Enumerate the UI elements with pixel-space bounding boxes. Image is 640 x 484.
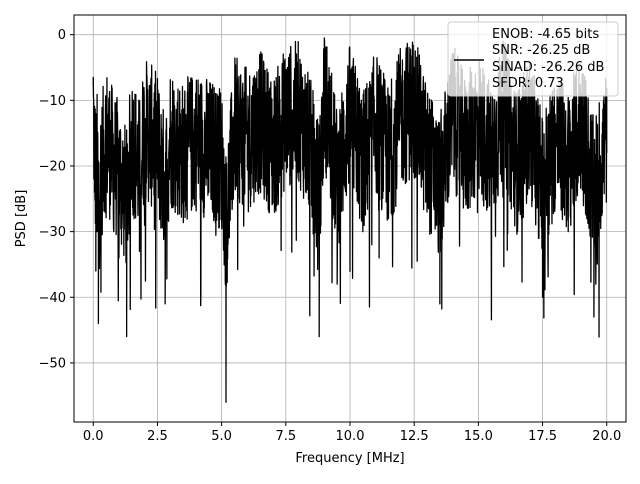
y-tick-label: −30 (39, 225, 66, 240)
x-tick-label: 5.0 (211, 429, 232, 444)
psd-series-line (92, 37, 608, 403)
legend-enob: ENOB: -4.65 bits (492, 27, 599, 42)
x-tick-label: 2.5 (147, 429, 168, 444)
x-tick-label: 7.5 (275, 429, 296, 444)
y-tick-label: −10 (39, 94, 66, 109)
legend-sfdr: SFDR: 0.73 (492, 76, 564, 91)
y-axis-label: PSD [dB] (14, 190, 29, 248)
y-ticks: 0 −10 −20 −30 −40 −50 (39, 28, 74, 371)
x-tick-label: 10.0 (336, 429, 365, 444)
legend: ENOB: -4.65 bits SNR: -26.25 dB SINAD: -… (447, 21, 619, 97)
x-tick-label: 20.0 (592, 429, 621, 444)
y-tick-label: 0 (58, 28, 66, 43)
legend-snr: SNR: -26.25 dB (492, 43, 590, 58)
legend-box (447, 21, 619, 97)
x-axis-label: Frequency [MHz] (295, 451, 404, 466)
x-tick-label: 0.0 (83, 429, 104, 444)
y-tick-label: −40 (39, 291, 66, 306)
x-tick-label: 12.5 (400, 429, 429, 444)
y-tick-label: −50 (39, 356, 66, 371)
x-tick-label: 15.0 (464, 429, 493, 444)
x-tick-label: 17.5 (528, 429, 557, 444)
legend-sinad: SINAD: -26.26 dB (492, 60, 604, 75)
series-layer (92, 37, 608, 403)
y-tick-label: −20 (39, 159, 66, 174)
x-ticks: 0.0 2.5 5.0 7.5 10.0 12.5 15.0 17.5 20.0 (83, 422, 621, 444)
